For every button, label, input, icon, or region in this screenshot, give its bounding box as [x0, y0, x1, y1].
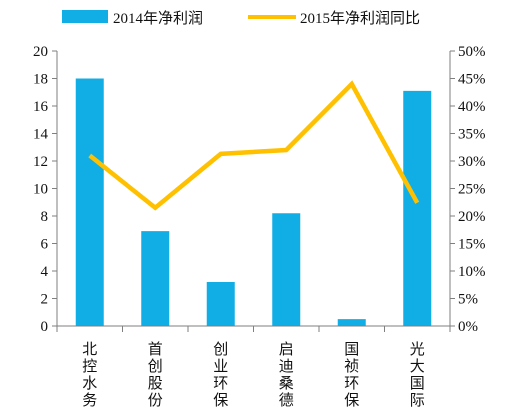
- legend-label-bar: 2014年净利润: [113, 10, 203, 27]
- right-tick-label-5: 25%: [458, 182, 486, 198]
- right-tick-label-2: 10%: [458, 264, 486, 280]
- right-tick-label-1: 5%: [458, 292, 478, 308]
- right-tick-label-3: 15%: [458, 237, 486, 253]
- category-label-5: 国祯环保: [344, 340, 359, 409]
- category-label-1: 北控水务: [82, 340, 97, 409]
- right-tick-label-9: 45%: [458, 72, 486, 88]
- left-tick-label-8: 16: [33, 99, 49, 115]
- bar-6: [403, 90, 432, 327]
- legend: 2014年净利润 2015年净利润同比: [62, 10, 420, 27]
- right-tick-label-8: 40%: [458, 99, 486, 115]
- category-label-2: 首创股份: [148, 340, 163, 409]
- right-tick-label-6: 30%: [458, 154, 486, 170]
- left-tick-label-6: 12: [33, 154, 48, 170]
- left-tick-label-1: 2: [41, 292, 49, 308]
- right-tick-label-10: 50%: [458, 44, 486, 60]
- bar-5: [337, 319, 366, 327]
- category-label-6: 光大国际: [410, 340, 425, 409]
- left-tick-label-9: 18: [33, 72, 48, 88]
- left-tick-label-5: 10: [33, 182, 48, 198]
- growth-line: [88, 80, 420, 211]
- category-label-3: 创业环保: [213, 340, 228, 409]
- bar-1: [75, 78, 104, 326]
- category-label-4: 启迪桑德: [279, 340, 294, 409]
- bar-3: [206, 282, 235, 326]
- right-tick-label-7: 35%: [458, 127, 486, 143]
- right-tick-label-4: 20%: [458, 209, 486, 225]
- left-tick-label-10: 20: [33, 44, 48, 60]
- bar-4: [272, 213, 301, 326]
- left-tick-label-7: 14: [33, 127, 49, 143]
- left-tick-label-2: 4: [41, 264, 49, 280]
- left-tick-label-3: 6: [41, 237, 49, 253]
- left-tick-label-4: 8: [41, 209, 49, 225]
- right-tick-label-0: 0%: [458, 319, 478, 335]
- bar-2: [141, 231, 170, 327]
- legend-swatch-bar: [62, 10, 108, 23]
- plot-area: 0 2 4 6 8 10 12 14 16 18 20 0% 5% 10% 15% 20% 25% 30% 35% 4…: [33, 44, 486, 409]
- legend-label-line: 2015年净利润同比: [300, 10, 420, 27]
- left-tick-label-0: 0: [41, 319, 49, 335]
